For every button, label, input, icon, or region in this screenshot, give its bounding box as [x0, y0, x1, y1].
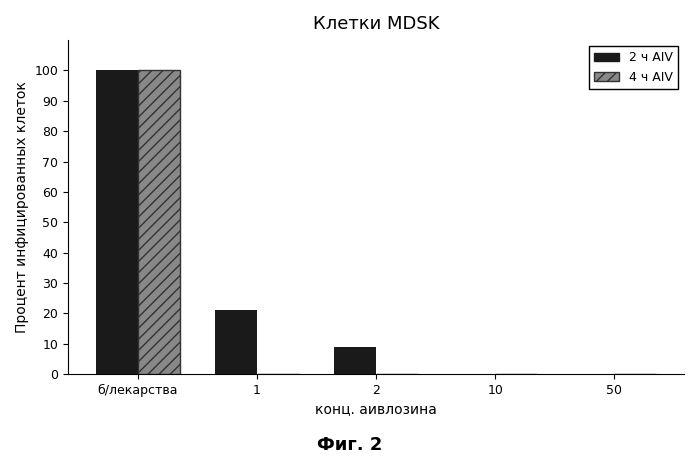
Bar	[334, 347, 376, 374]
X-axis label: конц. аивлозина: конц. аивлозина	[315, 403, 437, 416]
Bar	[138, 71, 180, 374]
Legend: 2 ч AIV, 4 ч AIV: 2 ч AIV, 4 ч AIV	[589, 46, 678, 89]
Text: Фиг. 2: Фиг. 2	[317, 437, 382, 454]
Bar	[96, 71, 138, 374]
Title: Клетки MDSK: Клетки MDSK	[313, 15, 440, 33]
Bar	[215, 310, 257, 374]
Y-axis label: Процент инфицированных клеток: Процент инфицированных клеток	[15, 81, 29, 333]
